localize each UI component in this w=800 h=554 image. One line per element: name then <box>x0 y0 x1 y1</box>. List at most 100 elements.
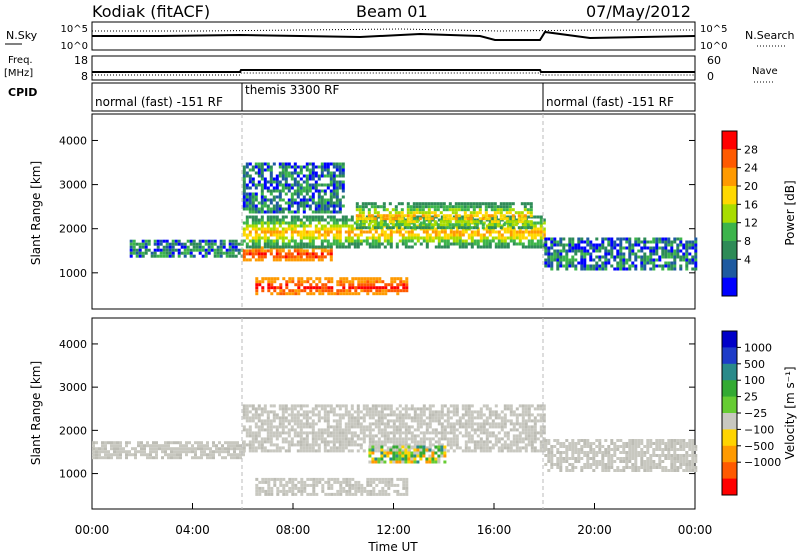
velocity-band-3 <box>368 445 447 464</box>
power-ylabel: Slant Range [km] <box>29 161 43 265</box>
freq-tick-right-hi: 60 <box>707 54 721 67</box>
velocity-colorbar-tick-label-0: 1000 <box>744 341 772 354</box>
y-tick-label-0: 1000 <box>59 267 87 280</box>
cpid-segment-3: normal (fast) -151 RF <box>546 95 674 109</box>
x-tick-label-0: 00:00 <box>75 523 110 537</box>
power-band-0 <box>129 239 244 258</box>
nsky-label: N.Sky <box>6 29 38 42</box>
x-axis-ticks: 00:00 04:00 08:00 12:00 16:00 20:00 00:00 <box>75 503 713 537</box>
power-bands <box>129 162 698 296</box>
velocity-colorbar-swatch-3 <box>722 380 737 398</box>
x-axis-label: Time UT <box>367 540 418 554</box>
cpid-panel: normal (fast) -151 RF themis 3300 RF nor… <box>91 82 696 112</box>
date-title: 07/May/2012 <box>586 2 691 21</box>
power-colorbar-tick-label-6: 4 <box>744 253 751 266</box>
y-tick-label-1: 2000 <box>59 223 87 236</box>
beam-title: Beam 01 <box>356 2 428 21</box>
velocity-panel: 1000 2000 3000 4000 Slant Range [km] <box>29 317 698 510</box>
power-colorbar-swatch-8 <box>722 277 737 297</box>
velocity-band-4 <box>544 439 698 472</box>
y-tick-label-0: 1000 <box>59 468 87 481</box>
power-colorbar-swatch-7 <box>722 259 737 279</box>
power-band-4 <box>242 162 345 214</box>
velocity-colorbar-swatch-5 <box>722 413 737 430</box>
freq-trace <box>92 69 695 73</box>
power-panel: 1000 2000 3000 4000 Slant Range [km] <box>29 113 698 310</box>
velocity-colorbar-tick-label-2: 100 <box>744 374 765 387</box>
noise-tick-left-lo: 10^0 <box>61 41 88 52</box>
freq-panel: 18 8 60 0 <box>74 54 721 83</box>
y-tick-label-2: 3000 <box>59 381 87 394</box>
freq-unit-label: [MHz] <box>4 68 33 79</box>
power-band-2 <box>255 277 409 296</box>
freq-tick-right-lo: 0 <box>707 70 714 83</box>
y-tick-label-3: 4000 <box>59 338 87 351</box>
x-tick-label-3: 12:00 <box>376 523 411 537</box>
velocity-colorbar-swatch-1 <box>722 347 737 365</box>
velocity-colorbar-tick-label-5: −100 <box>744 423 774 436</box>
nave-trace <box>92 72 695 76</box>
power-colorbar-swatch-2 <box>722 167 737 187</box>
power-colorbar-label: Power [dB] <box>783 180 797 245</box>
power-colorbar: 28 24 20 16 12 8 4 Power [dB] <box>721 130 797 297</box>
velocity-band-0 <box>92 441 245 460</box>
x-tick-label-4: 16:00 <box>477 523 512 537</box>
freq-label: Freq. <box>8 55 33 66</box>
noise-search-trace <box>92 28 695 32</box>
power-colorbar-tick-label-1: 24 <box>744 162 758 175</box>
cpid-segment-1: normal (fast) -151 RF <box>95 95 223 109</box>
velocity-colorbar-tick-label-7: −1000 <box>744 456 781 469</box>
velocity-colorbar: 1000 500 100 25 −25 −100 −500 −1000 Velocity [m… <box>721 330 797 496</box>
velocity-colorbar-swatch-0 <box>722 331 737 348</box>
power-band-5 <box>355 202 533 230</box>
velocity-band-2 <box>255 477 409 496</box>
y-tick-label-2: 3000 <box>59 179 87 192</box>
y-tick-label-1: 2000 <box>59 424 87 437</box>
velocity-colorbar-tick-label-3: 25 <box>744 391 758 404</box>
freq-tick-left-hi: 18 <box>74 54 88 67</box>
power-colorbar-tick-label-0: 28 <box>744 143 758 156</box>
power-y-ticks: 1000 2000 3000 4000 <box>59 134 695 280</box>
radar-title: Kodiak (fitACF) <box>92 2 210 21</box>
velocity-y-ticks: 1000 2000 3000 4000 <box>59 338 695 481</box>
power-colorbar-tick-label-2: 20 <box>744 180 758 193</box>
power-colorbar-tick-label-4: 12 <box>744 217 758 230</box>
x-tick-label-5: 20:00 <box>577 523 612 537</box>
velocity-colorbar-tick-label-1: 500 <box>744 358 765 371</box>
cpid-label: CPID <box>8 86 37 99</box>
velocity-colorbar-swatch-6 <box>722 429 737 447</box>
x-tick-label-1: 04:00 <box>175 523 210 537</box>
power-band-6 <box>544 237 698 271</box>
velocity-colorbar-swatch-4 <box>722 396 737 414</box>
power-colorbar-swatch-1 <box>722 149 737 169</box>
velocity-colorbar-swatch-7 <box>722 445 737 463</box>
cpid-segment-2: themis 3300 RF <box>245 83 339 97</box>
nsearch-label: N.Search <box>745 29 795 42</box>
power-colorbar-swatch-6 <box>722 241 737 260</box>
velocity-colorbar-swatch-8 <box>722 462 737 480</box>
noise-panel: 10^5 10^0 10^5 10^0 <box>61 21 727 52</box>
velocity-colorbar-tick-label-4: −25 <box>744 407 767 420</box>
noise-sky-trace <box>92 30 696 41</box>
velocity-ylabel: Slant Range [km] <box>29 361 43 465</box>
velocity-colorbar-swatch-2 <box>722 363 737 381</box>
power-colorbar-tick-label-3: 16 <box>744 198 758 211</box>
power-colorbar-tick-label-5: 8 <box>744 235 751 248</box>
velocity-colorbar-swatch-9 <box>722 478 737 496</box>
power-colorbar-swatch-0 <box>722 131 737 150</box>
nave-label: Nave <box>752 66 778 77</box>
power-colorbar-swatch-5 <box>722 222 737 242</box>
velocity-colorbar-label: Velocity [m s⁻¹] <box>783 366 797 459</box>
velocity-colorbar-tick-label-6: −500 <box>744 440 774 453</box>
x-tick-label-6: 00:00 <box>678 523 713 537</box>
x-tick-label-2: 08:00 <box>276 523 311 537</box>
power-colorbar-swatch-3 <box>722 186 737 205</box>
noise-tick-left-hi: 10^5 <box>61 24 88 35</box>
y-tick-label-3: 4000 <box>59 134 87 147</box>
velocity-bands <box>92 404 698 496</box>
noise-tick-right-lo: 10^0 <box>700 41 727 52</box>
power-colorbar-swatch-4 <box>722 204 737 224</box>
noise-tick-right-hi: 10^5 <box>700 24 727 35</box>
freq-tick-left-lo: 8 <box>81 70 88 83</box>
